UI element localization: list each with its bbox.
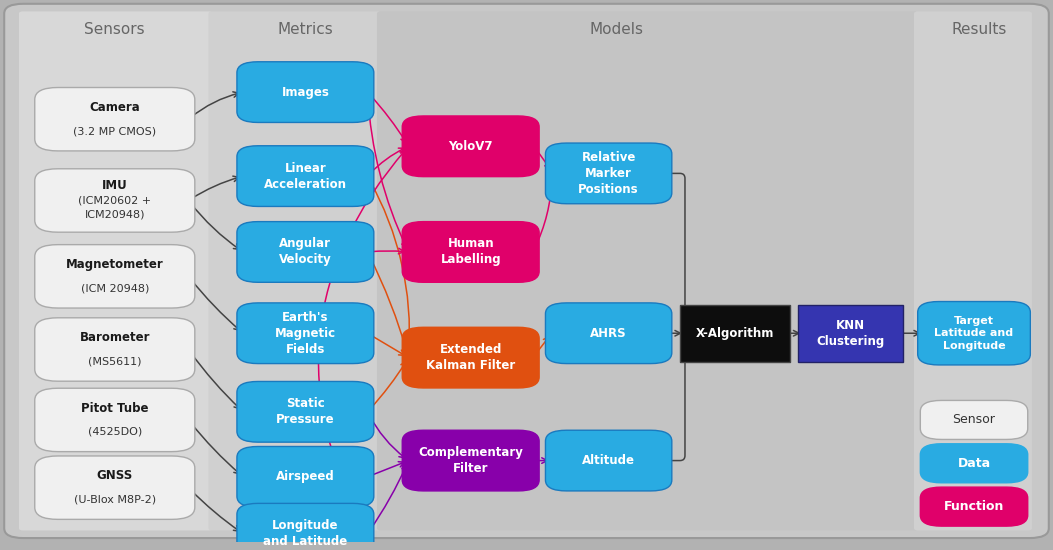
Text: Airspeed: Airspeed bbox=[276, 470, 335, 483]
FancyBboxPatch shape bbox=[237, 146, 374, 206]
FancyBboxPatch shape bbox=[377, 12, 918, 530]
FancyBboxPatch shape bbox=[917, 301, 1030, 365]
FancyBboxPatch shape bbox=[920, 487, 1028, 526]
FancyBboxPatch shape bbox=[4, 4, 1049, 538]
Text: Human
Labelling: Human Labelling bbox=[440, 238, 501, 266]
Text: Sensor: Sensor bbox=[953, 414, 995, 426]
Text: Complementary
Filter: Complementary Filter bbox=[418, 446, 523, 475]
FancyBboxPatch shape bbox=[237, 62, 374, 123]
FancyBboxPatch shape bbox=[545, 303, 672, 364]
FancyBboxPatch shape bbox=[208, 12, 381, 530]
Text: Data: Data bbox=[957, 457, 991, 470]
FancyBboxPatch shape bbox=[402, 430, 539, 491]
Text: KNN
Clustering: KNN Clustering bbox=[817, 319, 885, 348]
FancyBboxPatch shape bbox=[237, 222, 374, 282]
Text: (4525DO): (4525DO) bbox=[87, 427, 142, 437]
FancyBboxPatch shape bbox=[237, 503, 374, 550]
FancyBboxPatch shape bbox=[798, 305, 903, 362]
Text: Angular
Velocity: Angular Velocity bbox=[279, 238, 332, 266]
FancyBboxPatch shape bbox=[545, 430, 672, 491]
FancyBboxPatch shape bbox=[545, 143, 672, 204]
Text: (3.2 MP CMOS): (3.2 MP CMOS) bbox=[74, 126, 156, 136]
Text: Static
Pressure: Static Pressure bbox=[276, 397, 335, 426]
Text: Results: Results bbox=[952, 23, 1007, 37]
FancyBboxPatch shape bbox=[35, 456, 195, 519]
FancyBboxPatch shape bbox=[237, 303, 374, 364]
FancyBboxPatch shape bbox=[914, 12, 1032, 530]
FancyBboxPatch shape bbox=[19, 12, 213, 530]
Text: IMU: IMU bbox=[102, 179, 127, 192]
Text: (ICM20602 +: (ICM20602 + bbox=[78, 195, 152, 206]
FancyBboxPatch shape bbox=[237, 382, 374, 442]
Text: Linear
Acceleration: Linear Acceleration bbox=[264, 162, 346, 191]
FancyBboxPatch shape bbox=[35, 87, 195, 151]
Text: Relative
Marker
Positions: Relative Marker Positions bbox=[578, 151, 639, 196]
Text: AHRS: AHRS bbox=[591, 327, 627, 340]
FancyBboxPatch shape bbox=[237, 447, 374, 507]
FancyBboxPatch shape bbox=[402, 327, 539, 388]
FancyBboxPatch shape bbox=[35, 245, 195, 308]
Text: ICM20948): ICM20948) bbox=[84, 210, 145, 219]
FancyBboxPatch shape bbox=[35, 318, 195, 381]
Text: Magnetometer: Magnetometer bbox=[66, 258, 163, 271]
Text: Extended
Kalman Filter: Extended Kalman Filter bbox=[426, 343, 515, 372]
Text: Function: Function bbox=[943, 500, 1005, 513]
Text: Longitude
and Latitude: Longitude and Latitude bbox=[263, 519, 347, 548]
Text: Camera: Camera bbox=[90, 101, 140, 114]
FancyBboxPatch shape bbox=[920, 400, 1028, 439]
Text: Models: Models bbox=[589, 23, 643, 37]
FancyBboxPatch shape bbox=[679, 305, 790, 362]
Text: Pitot Tube: Pitot Tube bbox=[81, 402, 148, 415]
FancyBboxPatch shape bbox=[402, 222, 539, 282]
FancyBboxPatch shape bbox=[35, 388, 195, 452]
Text: Barometer: Barometer bbox=[80, 331, 150, 344]
Text: YoloV7: YoloV7 bbox=[449, 140, 493, 153]
Text: (ICM 20948): (ICM 20948) bbox=[81, 283, 148, 293]
FancyBboxPatch shape bbox=[35, 169, 195, 232]
Text: GNSS: GNSS bbox=[97, 469, 133, 482]
Text: (MS5611): (MS5611) bbox=[88, 356, 141, 366]
Text: Sensors: Sensors bbox=[84, 23, 145, 37]
Text: Images: Images bbox=[281, 86, 330, 98]
Text: X-Algorithm: X-Algorithm bbox=[696, 327, 774, 340]
Text: Metrics: Metrics bbox=[278, 23, 333, 37]
FancyBboxPatch shape bbox=[402, 116, 539, 177]
Text: Altitude: Altitude bbox=[582, 454, 635, 467]
FancyBboxPatch shape bbox=[920, 444, 1028, 483]
Text: Earth's
Magnetic
Fields: Earth's Magnetic Fields bbox=[275, 311, 336, 356]
Text: (U-Blox M8P-2): (U-Blox M8P-2) bbox=[74, 494, 156, 504]
Text: Target
Latitude and
Longitude: Target Latitude and Longitude bbox=[934, 316, 1014, 351]
